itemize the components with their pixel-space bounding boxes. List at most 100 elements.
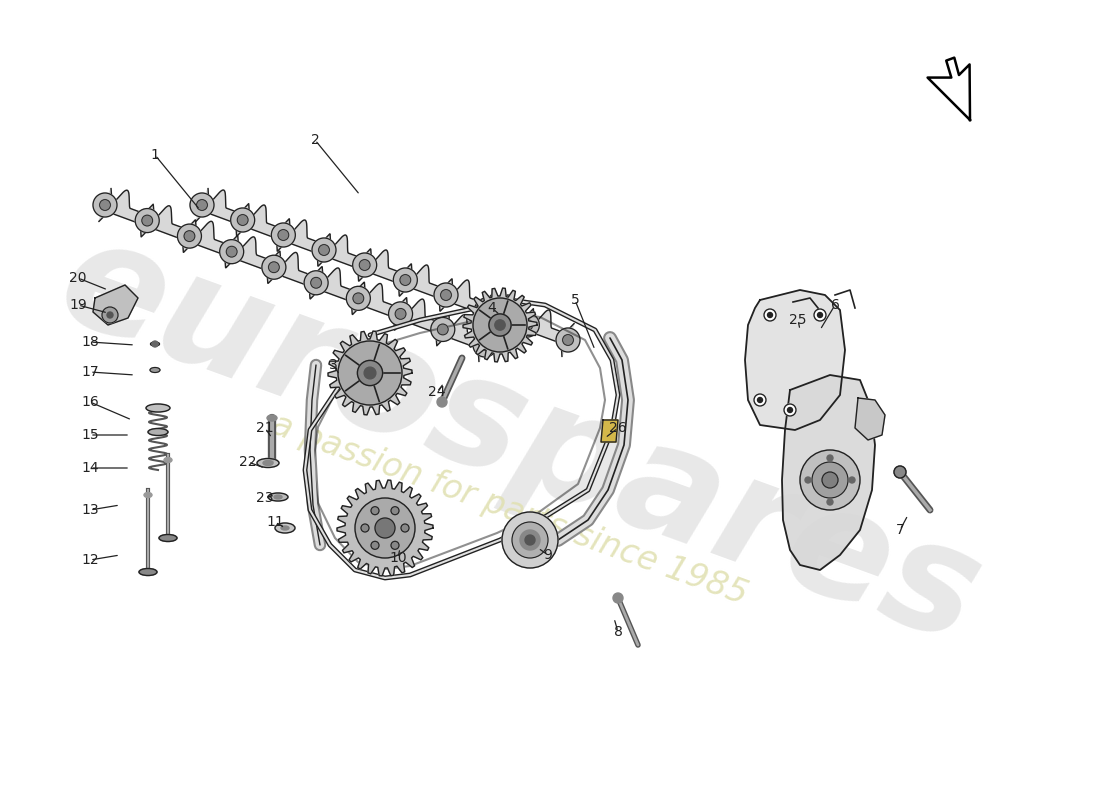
Circle shape	[319, 245, 329, 255]
Circle shape	[402, 524, 409, 532]
Ellipse shape	[164, 458, 172, 462]
Circle shape	[473, 333, 497, 357]
Ellipse shape	[148, 429, 168, 435]
Circle shape	[394, 268, 417, 292]
Circle shape	[849, 477, 855, 483]
Circle shape	[805, 477, 811, 483]
Circle shape	[521, 319, 532, 330]
Circle shape	[613, 593, 623, 603]
Text: 23: 23	[256, 491, 274, 505]
Circle shape	[361, 524, 368, 532]
Polygon shape	[601, 420, 618, 442]
Circle shape	[520, 530, 540, 550]
Circle shape	[190, 193, 214, 217]
Circle shape	[371, 506, 380, 514]
Polygon shape	[463, 288, 537, 362]
Circle shape	[220, 240, 244, 264]
Circle shape	[814, 309, 826, 321]
Text: a passion for parts since 1985: a passion for parts since 1985	[267, 408, 752, 612]
Circle shape	[556, 328, 580, 352]
Ellipse shape	[257, 458, 279, 467]
Circle shape	[562, 334, 573, 346]
Circle shape	[355, 498, 415, 558]
Text: 25: 25	[790, 313, 806, 327]
Circle shape	[310, 278, 321, 288]
Ellipse shape	[268, 493, 288, 501]
Circle shape	[488, 314, 512, 336]
Polygon shape	[855, 398, 886, 440]
Text: 20: 20	[69, 271, 87, 285]
Circle shape	[768, 313, 772, 318]
Circle shape	[525, 535, 535, 545]
Text: 16: 16	[81, 395, 99, 409]
Circle shape	[388, 302, 412, 326]
Text: 1: 1	[151, 148, 160, 162]
Circle shape	[754, 394, 766, 406]
Circle shape	[94, 193, 117, 217]
Circle shape	[437, 397, 447, 407]
Text: 18: 18	[81, 335, 99, 349]
Circle shape	[512, 522, 548, 558]
Text: 22: 22	[240, 455, 256, 469]
Circle shape	[346, 286, 371, 310]
Ellipse shape	[280, 526, 289, 530]
Circle shape	[515, 313, 539, 337]
Circle shape	[231, 208, 255, 232]
Text: 26: 26	[609, 421, 627, 435]
Circle shape	[784, 404, 796, 416]
Circle shape	[764, 309, 776, 321]
Circle shape	[304, 270, 328, 294]
Circle shape	[268, 262, 279, 273]
Circle shape	[371, 542, 380, 550]
Ellipse shape	[160, 534, 177, 542]
Circle shape	[480, 339, 491, 350]
Circle shape	[135, 209, 160, 233]
Polygon shape	[782, 375, 874, 570]
Circle shape	[827, 455, 833, 461]
Text: 21: 21	[256, 421, 274, 435]
Ellipse shape	[275, 523, 295, 533]
Ellipse shape	[139, 569, 157, 575]
Text: 6: 6	[830, 298, 839, 312]
Circle shape	[358, 360, 383, 386]
Circle shape	[400, 274, 410, 286]
Circle shape	[364, 367, 376, 379]
Circle shape	[262, 255, 286, 279]
Ellipse shape	[146, 404, 170, 412]
Circle shape	[353, 293, 364, 304]
Text: 5: 5	[571, 293, 580, 307]
Circle shape	[434, 283, 458, 307]
Circle shape	[102, 307, 118, 323]
Text: eurospares: eurospares	[41, 205, 1000, 675]
Ellipse shape	[151, 342, 160, 346]
Circle shape	[312, 238, 336, 262]
Circle shape	[375, 518, 395, 538]
Circle shape	[360, 259, 370, 270]
Text: 19: 19	[69, 298, 87, 312]
Circle shape	[390, 506, 399, 514]
Ellipse shape	[274, 495, 282, 499]
Text: 15: 15	[81, 428, 99, 442]
Text: 8: 8	[614, 625, 623, 639]
Circle shape	[100, 200, 110, 210]
Circle shape	[812, 462, 848, 498]
Text: 17: 17	[81, 365, 99, 379]
Text: 3: 3	[329, 358, 338, 372]
Circle shape	[438, 324, 448, 335]
Circle shape	[827, 499, 833, 505]
Circle shape	[107, 312, 113, 318]
Circle shape	[353, 253, 376, 277]
Polygon shape	[328, 331, 412, 415]
Text: 12: 12	[81, 553, 99, 567]
Circle shape	[390, 542, 399, 550]
Text: 10: 10	[389, 551, 407, 565]
Circle shape	[152, 341, 158, 347]
Text: 14: 14	[81, 461, 99, 475]
Circle shape	[441, 290, 451, 300]
Ellipse shape	[263, 461, 273, 466]
Polygon shape	[94, 285, 138, 325]
Circle shape	[142, 215, 153, 226]
Polygon shape	[927, 58, 970, 120]
Circle shape	[758, 398, 762, 402]
Text: 13: 13	[81, 503, 99, 517]
